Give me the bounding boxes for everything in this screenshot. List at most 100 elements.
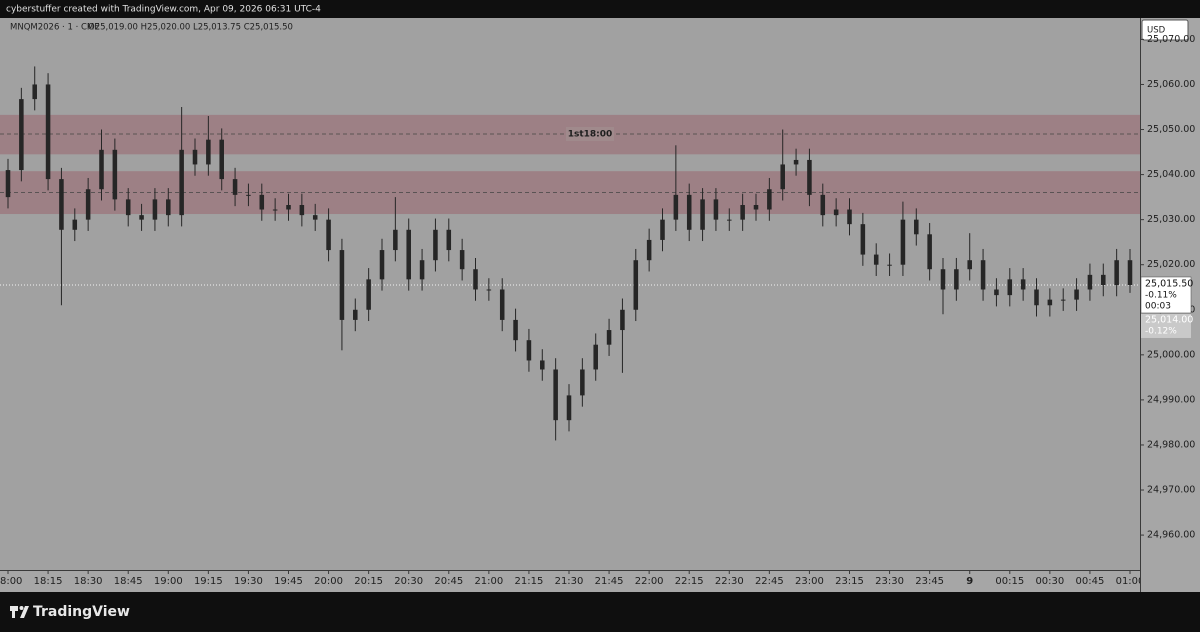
logo-mark bbox=[20, 606, 29, 618]
candle-body bbox=[166, 199, 171, 216]
x-tick-label: 22:30 bbox=[715, 576, 744, 587]
prev-change: -0.12% bbox=[1145, 326, 1177, 336]
x-tick-label: 21:45 bbox=[595, 576, 624, 587]
x-tick-label: 21:15 bbox=[515, 576, 544, 587]
x-tick-label: 21:30 bbox=[555, 576, 584, 587]
y-tick-label: 24,970.00 bbox=[1147, 485, 1195, 496]
candle-body bbox=[967, 260, 972, 270]
candle-body bbox=[606, 330, 612, 345]
candle-body bbox=[1034, 289, 1039, 306]
zone-label-bg bbox=[566, 127, 614, 142]
x-tick-label: 23:00 bbox=[795, 576, 824, 587]
candle-body bbox=[299, 205, 305, 216]
candle-body bbox=[753, 205, 759, 210]
candle-body bbox=[620, 309, 625, 331]
candle-body bbox=[847, 209, 852, 225]
candle-body bbox=[125, 199, 131, 216]
candle-body bbox=[192, 149, 198, 165]
time-axis bbox=[0, 570, 1140, 592]
candle-body bbox=[1101, 274, 1106, 285]
x-tick-label: 18:15 bbox=[34, 576, 63, 587]
y-tick-label: 25,030.00 bbox=[1147, 214, 1195, 225]
x-tick-label: 01:00 bbox=[1116, 576, 1145, 587]
ohlc-legend: O25,019.00 H25,020.00 L25,013.75 C25,015… bbox=[88, 23, 293, 33]
candle-body bbox=[393, 229, 398, 251]
candle-body bbox=[99, 149, 104, 190]
x-tick-label: 22:45 bbox=[755, 576, 784, 587]
candle-body bbox=[860, 224, 866, 255]
candle-body bbox=[179, 149, 184, 216]
candle-body bbox=[954, 269, 959, 290]
candle-body bbox=[673, 194, 679, 220]
candle-body bbox=[219, 139, 224, 180]
candle-body bbox=[1074, 289, 1079, 300]
x-tick-label: 9 bbox=[966, 576, 973, 587]
candle-body bbox=[807, 159, 812, 195]
plot-area bbox=[0, 18, 1140, 570]
candle-body bbox=[419, 260, 425, 280]
candle-body bbox=[286, 205, 291, 210]
x-tick-label: 22:00 bbox=[635, 576, 664, 587]
x-tick-label: 22:15 bbox=[675, 576, 704, 587]
currency-box[interactable] bbox=[1141, 19, 1189, 41]
candle-body bbox=[406, 229, 411, 280]
candle-body bbox=[459, 250, 465, 270]
zone-label: 1st18:00 bbox=[568, 130, 613, 140]
x-tick-label: 00:45 bbox=[1076, 576, 1105, 587]
candle-body bbox=[793, 159, 799, 165]
logo-mark bbox=[19, 606, 24, 610]
x-tick-label: 18:30 bbox=[74, 576, 103, 587]
x-tick-label: 19:45 bbox=[274, 576, 303, 587]
symbol: MNQM2026 · 1 · CME bbox=[10, 23, 100, 33]
candle-body bbox=[566, 395, 572, 421]
last-price-box bbox=[1140, 276, 1192, 314]
candle-body bbox=[232, 179, 238, 195]
candle-body bbox=[713, 199, 719, 220]
candle-body bbox=[593, 344, 598, 370]
currency[interactable]: USD bbox=[1147, 26, 1166, 36]
candle-body bbox=[366, 279, 371, 310]
candle-body bbox=[873, 254, 879, 265]
last-price: 25,015.50 bbox=[1145, 278, 1193, 289]
x-tick-label: 19:30 bbox=[234, 576, 263, 587]
logo bbox=[10, 606, 29, 618]
x-tick-label: 21:00 bbox=[474, 576, 503, 587]
candle-body bbox=[5, 170, 11, 198]
candle-body bbox=[820, 194, 826, 216]
x-axis: 18:00 18:15 18:30 18:45 19:00 19:15 19:30 19:45… bbox=[0, 570, 1145, 587]
candle-body bbox=[59, 179, 64, 230]
candle-body bbox=[353, 309, 358, 320]
candle-body bbox=[646, 239, 652, 261]
x-tick-label: 20:00 bbox=[314, 576, 343, 587]
candle-body bbox=[312, 215, 318, 220]
candle-body bbox=[433, 229, 438, 261]
candle-body bbox=[553, 369, 558, 421]
candle-body bbox=[927, 234, 932, 270]
x-tick-label: 18:45 bbox=[114, 576, 143, 587]
brand: TradingView bbox=[33, 604, 130, 620]
plot: 1st18:00 bbox=[0, 66, 1140, 441]
y-tick-label: 24,960.00 bbox=[1147, 530, 1195, 541]
candle-body bbox=[833, 209, 839, 216]
candle-body bbox=[900, 219, 906, 265]
candle-body bbox=[1047, 299, 1053, 306]
y-tick-label: 24,980.00 bbox=[1147, 439, 1195, 450]
candle-body bbox=[32, 84, 37, 100]
candle-body bbox=[19, 99, 24, 171]
candle-body bbox=[780, 164, 785, 190]
candle-body bbox=[72, 219, 78, 230]
countdown: 00:03 bbox=[1145, 301, 1171, 311]
candle-body bbox=[1087, 274, 1093, 290]
candle-body bbox=[326, 219, 331, 251]
x-tick-label: 19:00 bbox=[154, 576, 183, 587]
candle-body bbox=[85, 189, 91, 220]
candle-body bbox=[1007, 279, 1013, 296]
candle-body bbox=[379, 250, 385, 280]
x-tick-label: 23:15 bbox=[835, 576, 864, 587]
candle-body bbox=[152, 199, 158, 220]
y-tick-label: 25,060.00 bbox=[1147, 79, 1195, 90]
candle-body bbox=[1114, 260, 1119, 285]
candle-body bbox=[914, 219, 919, 235]
x-tick-label: 20:30 bbox=[394, 576, 423, 587]
